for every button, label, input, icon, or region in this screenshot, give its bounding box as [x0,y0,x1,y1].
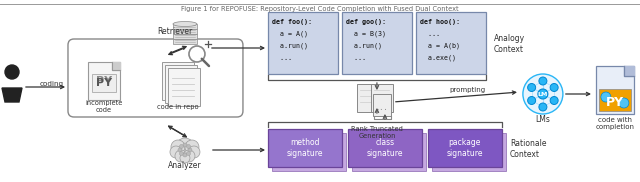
Text: def hoo():: def hoo(): [420,19,460,25]
Bar [165,65,197,103]
Bar [173,29,197,34]
Text: ...: ... [346,55,366,61]
Bar [432,133,506,171]
Bar [92,74,116,92]
Text: prompting: prompting [450,87,486,93]
Circle shape [619,98,629,108]
Circle shape [171,140,185,154]
Circle shape [179,152,184,156]
Circle shape [538,89,548,99]
Text: a = A(b): a = A(b) [420,43,460,49]
Circle shape [183,150,195,162]
Text: PY: PY [606,96,624,110]
Circle shape [170,146,182,158]
Bar [428,129,502,167]
Text: method
signature: method signature [287,138,323,158]
Bar [173,39,197,44]
Circle shape [527,84,536,92]
Circle shape [539,103,547,111]
Circle shape [550,96,558,104]
Bar [268,129,342,167]
Bar [88,62,120,100]
Text: PY: PY [96,76,112,86]
Text: Retriever: Retriever [157,27,193,37]
Circle shape [186,152,191,156]
Bar [416,12,486,74]
Bar [162,62,194,100]
Circle shape [178,148,182,152]
Polygon shape [624,66,634,76]
Text: code in repo: code in repo [157,104,199,110]
Circle shape [186,145,191,149]
Text: PY: PY [96,78,112,88]
Bar [173,34,197,39]
Circle shape [183,153,187,157]
Bar [348,129,422,167]
Text: Figure 1 for REPOFUSE: Repository-Level Code Completion with Fused Dual Context: Figure 1 for REPOFUSE: Repository-Level … [181,6,459,12]
Bar [342,12,412,74]
Bar [371,84,393,112]
Bar [173,24,197,29]
Bar [268,12,338,74]
Text: Rationale
Context: Rationale Context [510,139,547,159]
Text: ...: ... [420,31,440,37]
Circle shape [188,146,200,158]
Circle shape [550,84,558,92]
Bar [373,94,391,116]
Text: LMs: LMs [536,116,550,124]
Text: a.exe(): a.exe() [420,55,456,61]
Bar [272,133,346,171]
Circle shape [183,143,187,147]
Bar [599,89,631,111]
Text: a = A(): a = A() [272,31,308,37]
Bar [357,84,379,112]
Polygon shape [2,88,22,102]
Ellipse shape [173,21,197,27]
Text: a.run(): a.run() [272,43,308,49]
Text: Rank Truncated
Generation: Rank Truncated Generation [351,126,403,139]
Circle shape [185,140,199,154]
Text: ...: ... [272,55,292,61]
Circle shape [180,153,190,163]
Text: coding: coding [40,81,64,87]
Bar [596,66,634,114]
Circle shape [539,77,547,85]
Text: class
signature: class signature [367,138,403,158]
Text: code with
completion: code with completion [595,116,634,130]
Text: def foo():: def foo(): [272,19,312,25]
Text: incomplete
code: incomplete code [85,100,123,114]
Text: Analyzer: Analyzer [168,161,202,171]
Text: a = B(3): a = B(3) [346,31,386,37]
Circle shape [5,65,19,79]
Text: Analogy
Context: Analogy Context [494,34,525,54]
Circle shape [176,138,194,156]
Circle shape [523,74,563,114]
Circle shape [179,145,184,149]
Text: a.run(): a.run() [346,43,382,49]
FancyBboxPatch shape [68,39,243,117]
Circle shape [188,148,192,152]
Circle shape [527,96,536,104]
Bar [168,68,200,106]
Text: def goo():: def goo(): [346,19,386,25]
Bar [352,133,426,171]
Text: package
signature: package signature [447,138,483,158]
Circle shape [601,92,611,102]
Polygon shape [112,62,120,70]
Text: ...: ... [376,105,388,111]
Circle shape [175,150,187,162]
Text: LM: LM [538,92,548,96]
